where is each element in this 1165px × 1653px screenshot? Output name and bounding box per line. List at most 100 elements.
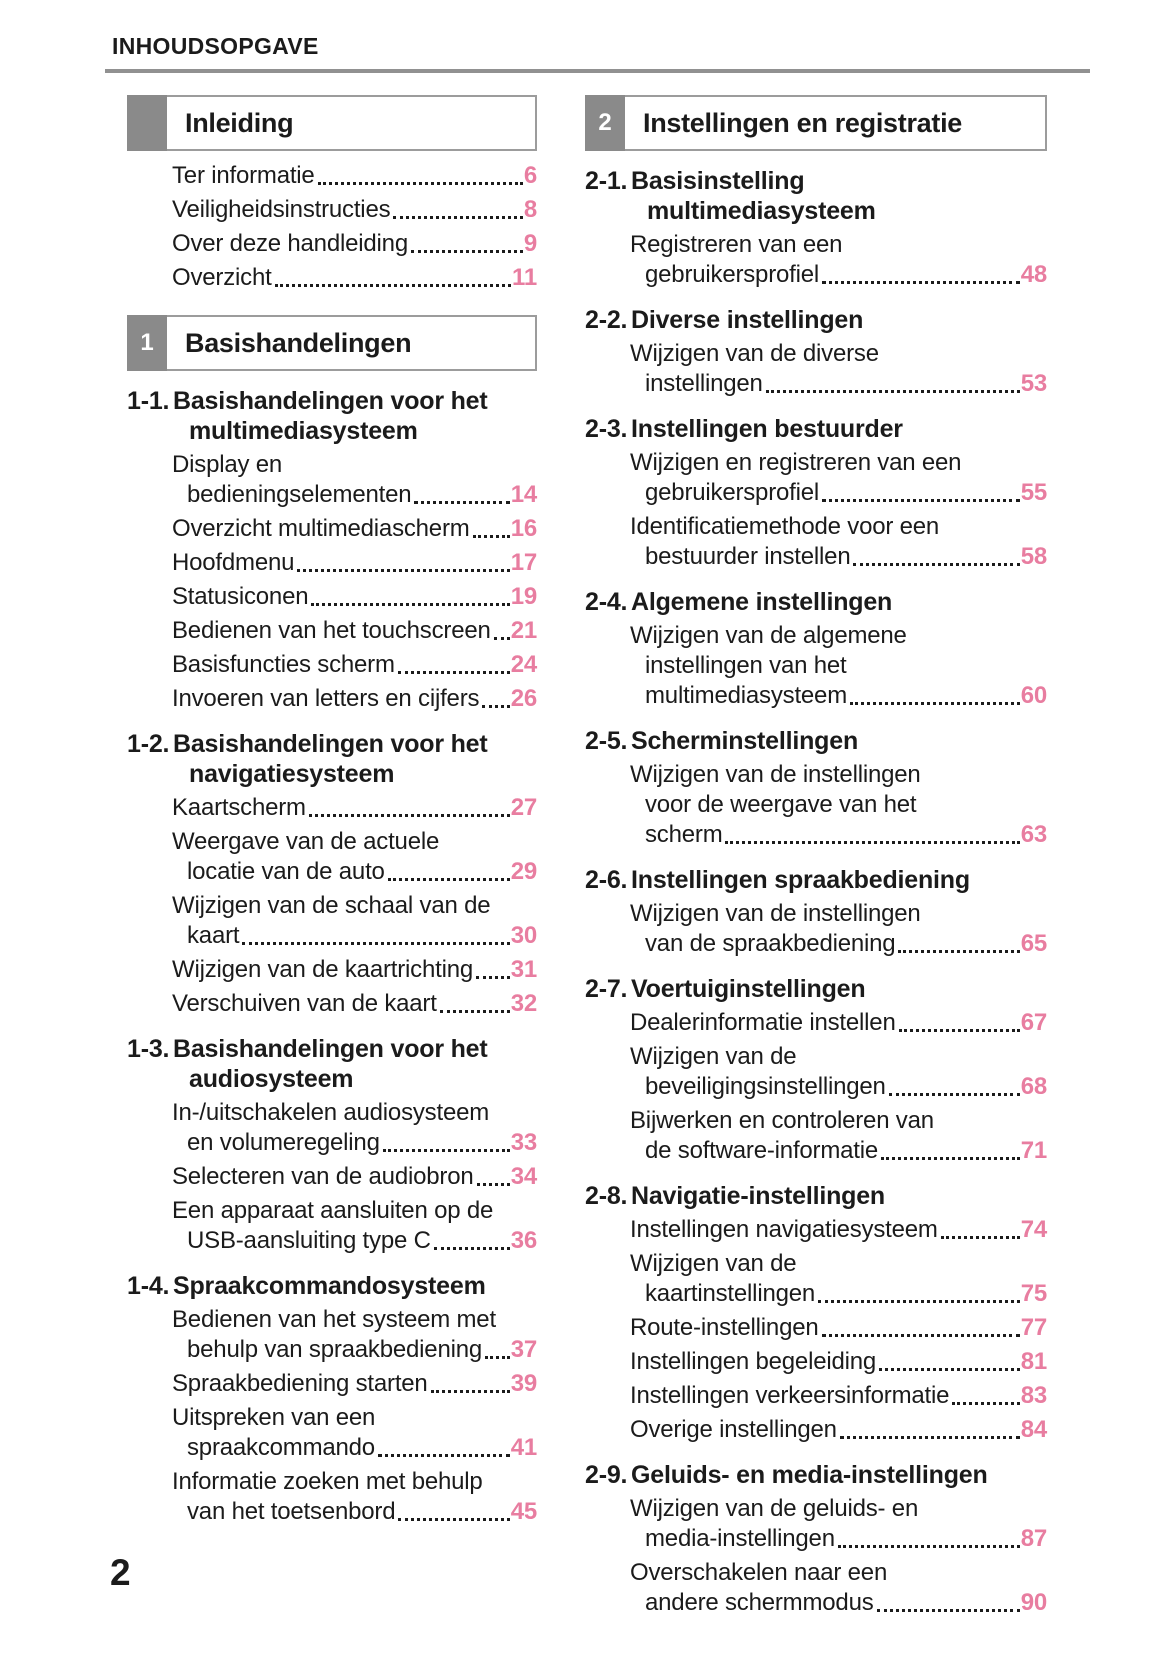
toc-entry-last-line: Verschuiven van de kaart 32 (172, 989, 537, 1019)
section-title-line: Spraakcommandosysteem (173, 1272, 486, 1300)
page-ref: 34 (510, 1163, 537, 1190)
toc-column-right: 2 Instellingen en registratie 2-1. Basisins… (585, 95, 1047, 1618)
toc-entry-last-line: instellingen 53 (630, 369, 1047, 399)
toc-entry-text: multimediasysteem (645, 682, 847, 709)
page-ref: 30 (510, 922, 537, 949)
section-title-line: Diverse instellingen (631, 306, 864, 334)
dotted-leader (485, 1356, 510, 1359)
page-ref: 14 (510, 481, 537, 508)
page-ref: 90 (1020, 1589, 1047, 1616)
toc-entry-text: Overige instellingen (630, 1416, 837, 1443)
chapter-title: Basishandelingen (185, 327, 412, 358)
page-ref: 29 (510, 858, 537, 885)
section-title-line: multimediasysteem (189, 417, 418, 445)
page-ref: 83 (1020, 1382, 1047, 1409)
section-heading: 2-5. Scherminstellingen (585, 726, 1047, 756)
toc-entry-text: Wijzigen en registreren van een (630, 449, 962, 476)
page-ref: 11 (512, 264, 537, 291)
dotted-leader (476, 1183, 510, 1186)
toc-entry: Wijzigen van de algemene instellingen van… (585, 621, 1047, 711)
toc-entry-last-line: behulp van spraakbediening 37 (172, 1335, 537, 1365)
page-ref: 16 (510, 515, 537, 542)
toc-entry: Verschuiven van de kaart 32 (127, 989, 537, 1019)
toc-entry-last-line: Ter informatie 6 (172, 161, 537, 191)
page-ref: 33 (510, 1129, 537, 1156)
toc-entry: In-/uitschakelen audiosysteem en volumere… (127, 1098, 537, 1158)
toc-entry-text: kaartinstellingen (645, 1280, 816, 1307)
toc-entry-last-line: Instellingen verkeersinformatie 83 (630, 1381, 1047, 1411)
toc-entry-text: Uitspreken van een (172, 1404, 376, 1431)
toc-entry: Kaartscherm 27 (127, 793, 537, 823)
toc-entry: Bedienen van het systeem met behulp van s… (127, 1305, 537, 1365)
chapter-title: Instellingen en registratie (643, 107, 962, 138)
page-ref: 68 (1020, 1073, 1047, 1100)
page-ref: 32 (510, 990, 537, 1017)
dotted-leader (850, 702, 1020, 705)
section-heading: 2-6. Instellingen spraakbediening (585, 865, 1047, 895)
page-ref: 19 (510, 583, 537, 610)
section-label: 2-8. (585, 1182, 628, 1210)
section-heading: 2-8. Navigatie-instellingen (585, 1181, 1047, 1211)
toc-entry: Veiligheidsinstructies 8 (127, 195, 537, 225)
page-ref: 74 (1020, 1216, 1047, 1243)
toc-entry: Weergave van de actuele locatie van de au… (127, 827, 537, 887)
toc-entry-text: Statusiconen (172, 583, 309, 610)
toc-chapter: Inleiding Ter informatie 6 Veiligheidsinstr… (127, 95, 537, 293)
toc-entry-text: Wijzigen van de diverse (630, 340, 879, 367)
toc-entry: Wijzigen van de kaartrichting 31 (127, 955, 537, 985)
toc-entry-text: Spraakbediening starten (172, 1370, 428, 1397)
page-ref: 8 (523, 196, 537, 223)
toc-entry-last-line: Overige instellingen 84 (630, 1415, 1047, 1445)
section-label: 1-4. (127, 1272, 170, 1300)
toc-entry: Wijzigen van de schaal van de kaart 30 (127, 891, 537, 951)
toc-entry-text: Overzicht multimediascherm (172, 515, 470, 542)
toc-entry-last-line: scherm 63 (630, 820, 1047, 850)
chapter-number-tab (127, 95, 167, 151)
toc-entry-last-line: Over deze handleiding 9 (172, 229, 537, 259)
chapter-number-tab: 1 (127, 315, 167, 371)
dotted-leader (317, 182, 523, 185)
toc-entry-text: Wijzigen van de (630, 1250, 797, 1277)
toc-entry: Bijwerken en controleren van de software-… (585, 1106, 1047, 1166)
section-label: 2-4. (585, 588, 628, 616)
toc-entry-text: USB-aansluiting type C (187, 1227, 431, 1254)
page-ref: 75 (1020, 1280, 1047, 1307)
toc-entry-text: Invoeren van letters en cijfers (172, 685, 480, 712)
section-heading: 1-3. Basishandelingen voor het audiosystee… (127, 1034, 537, 1094)
toc-entry-text: Bedienen van het systeem met (172, 1306, 496, 1333)
toc-entry-text: van de spraakbediening (645, 930, 896, 957)
section-heading: 1-4. Spraakcommandosysteem (127, 1271, 537, 1301)
toc-column-left: Inleiding Ter informatie 6 Veiligheidsinstr… (127, 95, 537, 1527)
section-label: 2-1. (585, 167, 628, 195)
toc-entry: Wijzigen van de beveiligingsinstellingen 6… (585, 1042, 1047, 1102)
toc-entry: Ter informatie 6 (127, 161, 537, 191)
page-ref: 26 (510, 685, 537, 712)
dotted-leader (430, 1390, 510, 1393)
section-heading: 2-3. Instellingen bestuurder (585, 414, 1047, 444)
toc-entry-last-line: spraakcommando 41 (172, 1433, 537, 1463)
toc-entry-text: gebruikersprofiel (645, 479, 820, 506)
toc-entry-text: locatie van de auto (187, 858, 385, 885)
toc-entry-text: Selecteren van de audiobron (172, 1163, 474, 1190)
dotted-leader (311, 603, 510, 606)
toc-entry-last-line: Bedienen van het touchscreen 21 (172, 616, 537, 646)
toc-entry-text: Verschuiven van de kaart (172, 990, 437, 1017)
page-ref: 77 (1020, 1314, 1047, 1341)
page-ref: 45 (510, 1498, 537, 1525)
toc-entry-last-line: andere schermmodus 90 (630, 1588, 1047, 1618)
chapter-box: Inleiding (127, 95, 537, 151)
section-heading: 2-9. Geluids- en media-instellingen (585, 1460, 1047, 1490)
section-heading: 1-2. Basishandelingen voor het navigatiesy… (127, 729, 537, 789)
dotted-leader (822, 499, 1020, 502)
dotted-leader (837, 1545, 1020, 1548)
toc-entry-text: media-instellingen (645, 1525, 835, 1552)
page-title: INHOUDSOPGAVE (112, 33, 319, 59)
dotted-leader (765, 390, 1020, 393)
section-title-line: multimediasysteem (647, 197, 876, 225)
dotted-leader (822, 281, 1020, 284)
toc-entry-text: Wijzigen van de (630, 1043, 797, 1070)
toc-entry: Een apparaat aansluiten op de USB-aanslui… (127, 1196, 537, 1256)
dotted-leader (242, 942, 510, 945)
section-title-line: Geluids- en media-instellingen (631, 1461, 988, 1489)
toc-entry-text: Overschakelen naar een (630, 1559, 888, 1586)
